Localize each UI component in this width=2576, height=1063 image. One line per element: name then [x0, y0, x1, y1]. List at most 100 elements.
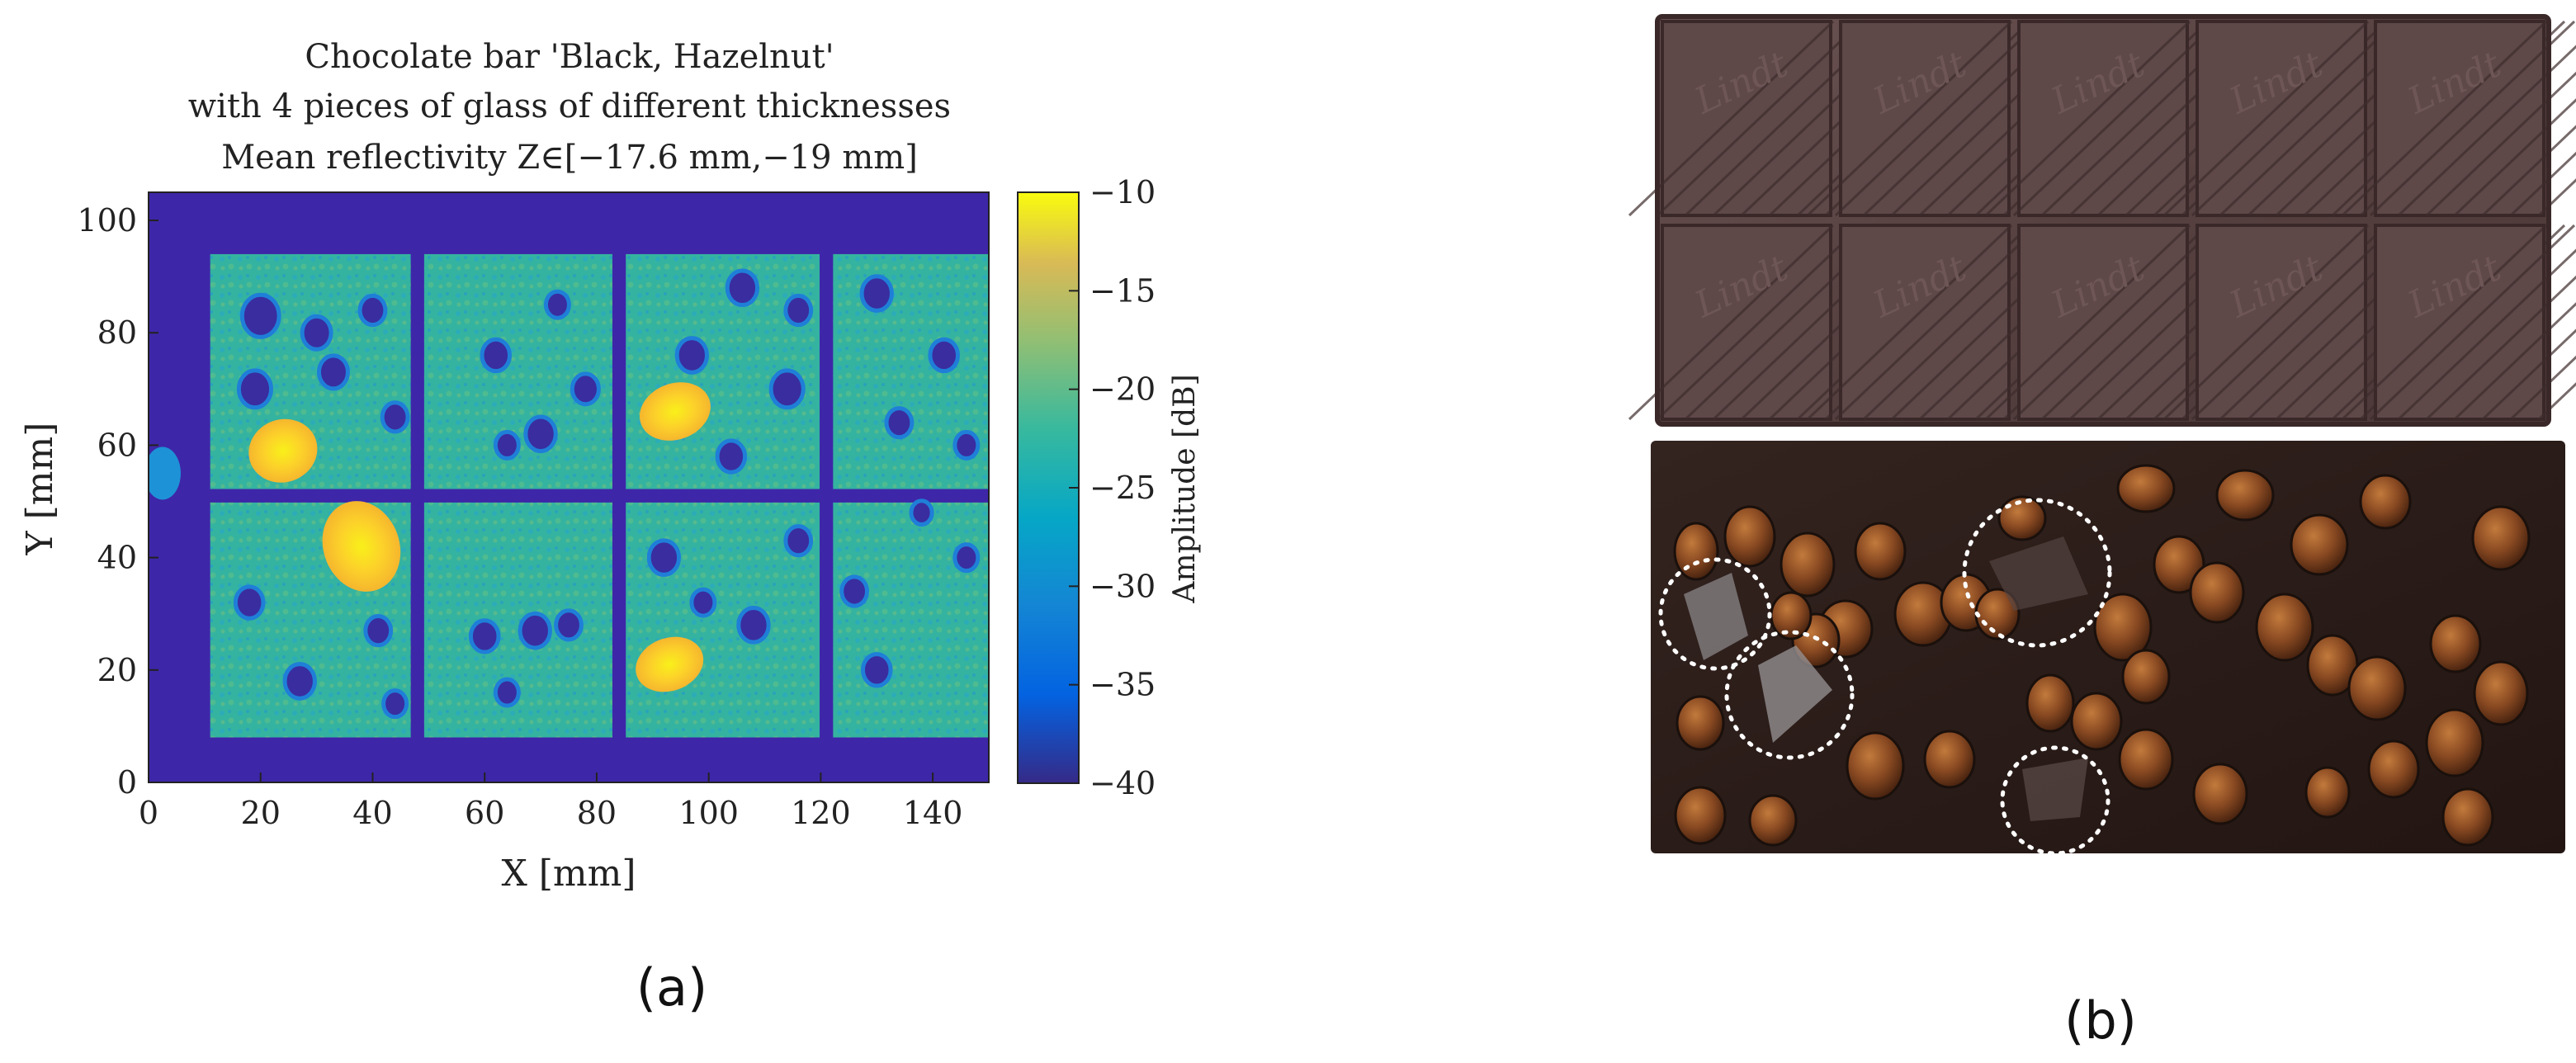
plot-frame: [148, 191, 990, 783]
tile-stripe: [2369, 20, 2576, 217]
hazelnut: [2153, 535, 2205, 594]
tile-stripe: [1834, 20, 2041, 217]
colorbar-tick-label: −25: [1089, 470, 1156, 506]
heatmap-low-blob: [839, 574, 870, 608]
hazelnut: [2367, 739, 2420, 799]
x-tick-label: 100: [678, 795, 739, 831]
hazelnut: [1770, 591, 1813, 640]
heatmap-low-blob: [952, 542, 981, 574]
tile-stripe: [1806, 20, 2013, 217]
tile-stripe: [1656, 20, 1863, 217]
heatmap-low-blob: [674, 336, 710, 375]
tile-stripe: [2453, 302, 2576, 421]
hazelnuts: [1673, 464, 2531, 847]
chocolate-bar-front: [1651, 441, 2565, 856]
hazelnut: [2070, 692, 2123, 751]
colorbar-tick-label: −35: [1089, 667, 1156, 703]
heatmap-glass-detection: [639, 382, 711, 441]
heatmap-low-blob: [518, 611, 552, 650]
tile-stripe: [2509, 151, 2576, 217]
hazelnut: [2473, 660, 2529, 726]
hazelnut: [2215, 469, 2275, 522]
tile-stripe: [1628, 20, 1835, 217]
heatmap-low-blob: [783, 524, 814, 558]
x-tick-label: 140: [903, 795, 963, 831]
heatmap-low-blob: [884, 406, 915, 440]
heatmap-glass-detections: [248, 382, 711, 692]
hazelnut: [2118, 728, 2174, 791]
x-tick-label: 20: [241, 795, 281, 831]
panel-b-caption: (b): [2064, 990, 2137, 1051]
hazelnut: [2255, 593, 2314, 662]
tile-stripe: [2162, 20, 2370, 217]
heatmap-low-blob: [239, 292, 281, 339]
y-axis-label: Y [mm]: [19, 423, 61, 556]
heatmap-low-blob: [909, 498, 934, 527]
y-tick-label: 20: [97, 652, 137, 688]
heatmap-edge-spot: [149, 446, 181, 500]
colorbar-tick-label: −30: [1089, 568, 1156, 604]
colorbar-tick-label: −10: [1089, 174, 1156, 210]
heatmap-piece-texture: [833, 502, 989, 738]
hazelnut: [2192, 763, 2248, 825]
heatmap-plot-area: [149, 192, 989, 782]
hazelnut: [2441, 787, 2494, 847]
heatmap-low-blob: [715, 438, 748, 475]
heatmap-low-blob: [316, 353, 350, 391]
tile-stripe: [1656, 224, 1863, 421]
heatmap-piece-texture: [423, 502, 612, 738]
tile-stripe: [2425, 275, 2576, 421]
tile-stripe: [2397, 45, 2576, 217]
colorbar-tick-label: −15: [1089, 272, 1156, 309]
hazelnut: [2425, 708, 2484, 777]
hazelnut: [2347, 655, 2407, 721]
tile-stripe: [2481, 328, 2576, 421]
tile-stripe: [2537, 178, 2576, 217]
x-tick-label: 60: [465, 795, 504, 831]
hazelnut: [1923, 730, 1976, 789]
panel-a-caption: (a): [636, 957, 707, 1018]
hazelnut: [2189, 561, 2245, 624]
tile-stripe: [2369, 224, 2576, 421]
hazelnut: [1997, 495, 2047, 541]
tile-stripe: [2191, 20, 2398, 217]
heatmap-low-blob: [282, 662, 317, 701]
heatmap-low-blob: [357, 293, 388, 328]
glass-circle-2: [1724, 630, 1855, 760]
hazelnut: [1723, 505, 1776, 568]
heatmap-low-blob: [952, 429, 981, 461]
hazelnut: [1748, 794, 1798, 847]
hazelnut: [1854, 522, 1907, 581]
hazelnut: [2304, 766, 2351, 819]
heatmap-low-blob: [646, 538, 682, 577]
hazelnut: [1673, 522, 1719, 581]
tile-stripe: [2425, 71, 2576, 217]
tile-stripe: [2341, 224, 2548, 421]
hazelnut: [2290, 513, 2349, 576]
y-tick-label: 80: [97, 314, 137, 351]
heatmap-low-blob: [543, 289, 571, 320]
colorbar-tick-label: −20: [1089, 371, 1156, 408]
y-tick-label: 60: [97, 427, 137, 463]
hazelnut: [2121, 649, 2171, 705]
y-tick-label: 40: [97, 540, 137, 576]
hazelnut: [1676, 695, 1725, 751]
glass-shards: [1684, 536, 2088, 821]
colorbar-label: Amplitude [dB]: [1168, 374, 1202, 603]
heatmap-low-blob: [736, 606, 771, 645]
heatmap-low-blob: [468, 618, 501, 654]
heatmap-glass-detection: [322, 501, 401, 592]
tile-stripe: [2162, 224, 2370, 421]
chart-title-line-1: Chocolate bar 'Black, Hazelnut': [305, 38, 834, 76]
hazelnut: [2116, 464, 2176, 513]
heatmap-low-blob: [554, 608, 584, 642]
hazelnut: [2025, 673, 2075, 733]
heatmap-low-blob: [928, 337, 961, 374]
heatmap-low-blob: [363, 614, 394, 648]
bar-outline: [1655, 14, 2551, 427]
colorbar-tick-label: −40: [1089, 765, 1156, 801]
tile-stripe: [2341, 20, 2548, 217]
